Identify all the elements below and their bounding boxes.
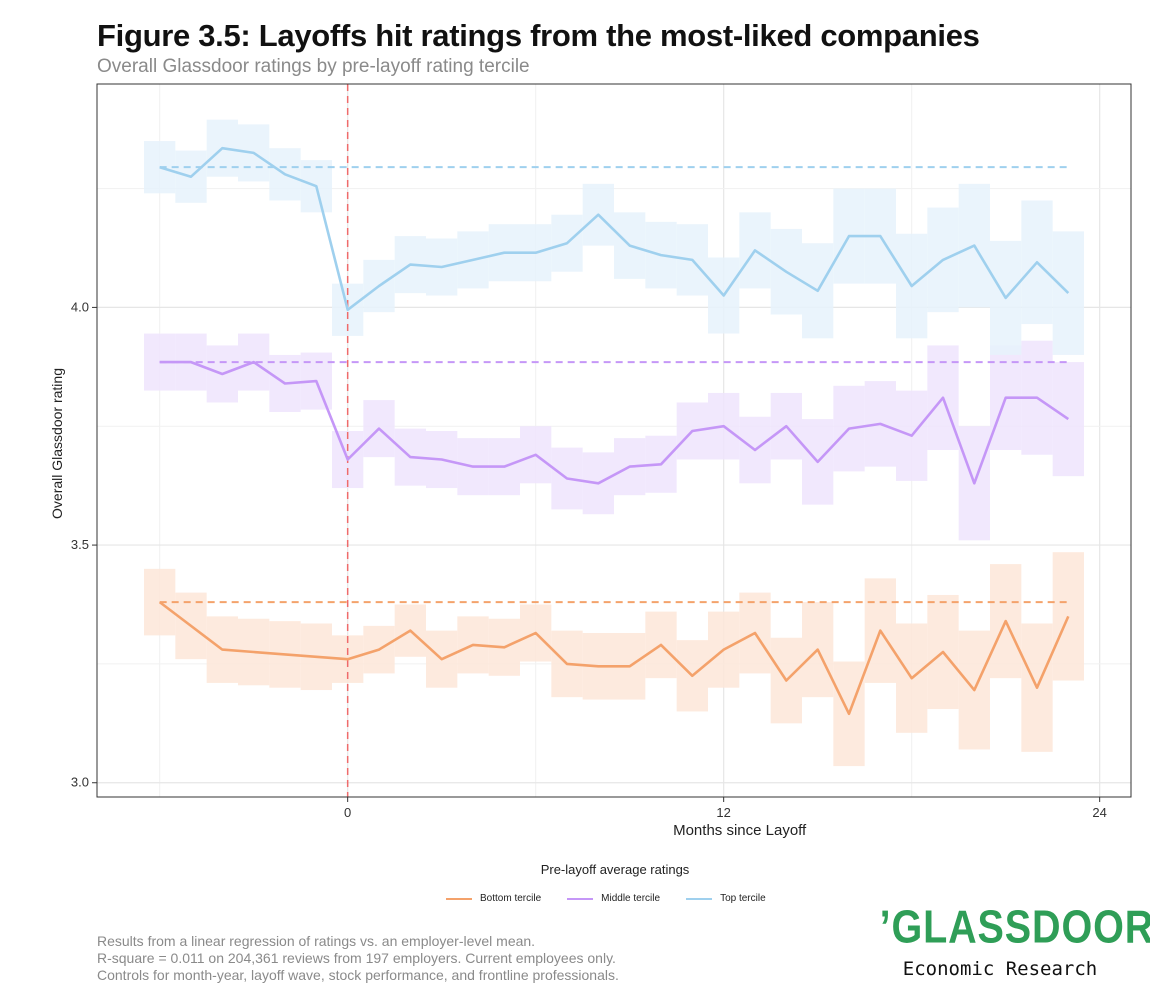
- y-tick-label: 4.0: [71, 299, 89, 314]
- footnote-line: Results from a linear regression of rati…: [97, 933, 536, 949]
- legend-label: Middle tercile: [601, 893, 661, 904]
- legend-swatch: [446, 897, 472, 900]
- chart-subtitle: Overall Glassdoor ratings by pre-layoff …: [97, 56, 530, 77]
- chart-title: Figure 3.5: Layoffs hit ratings from the…: [97, 18, 980, 53]
- series-line-bottom-tercile: [158, 601, 1070, 716]
- series-line-top-tercile: [159, 146, 1070, 312]
- logo-subtitle: Economic Research: [902, 958, 1098, 981]
- footnote-line: R-square = 0.011 on 204,361 reviews from…: [97, 950, 616, 966]
- legend-swatch: [686, 897, 713, 900]
- legend-title: Pre-layoff average ratings: [540, 862, 690, 877]
- axis-ticks: 0 12 24 3.0 3.5 4.0: [71, 299, 1107, 820]
- confidence-bands: [144, 119, 1084, 767]
- legend-item: Middle tercile: [567, 893, 660, 904]
- series-lines: [158, 146, 1070, 716]
- legend-swatch: [567, 897, 594, 900]
- legend: Bottom tercile Middle tercile Top tercile: [446, 893, 766, 904]
- series-line-middle-tercile: [159, 360, 1070, 485]
- footnote: Results from a linear regression of rati…: [97, 933, 619, 984]
- baseline-lines: [159, 166, 1069, 604]
- y-axis-label: Overall Glassdoor rating: [49, 368, 65, 519]
- chart-canvas: 0 12 24 3.0 3.5 4.0 Months since Layoff Overa…: [49, 83, 1132, 839]
- confidence-band-segment: [1052, 552, 1084, 681]
- glassdoor-logo: ’GLASSDOOR’™ Economic Research: [860, 898, 1150, 981]
- logo-wordmark: ’GLASSDOOR’™: [879, 900, 1150, 953]
- legend-label: Top tercile: [720, 893, 766, 904]
- plot-frame: [96, 83, 1132, 798]
- confidence-band-segment: [144, 568, 176, 636]
- x-tick-label: 12: [716, 805, 730, 820]
- x-tick-label: 24: [1092, 805, 1106, 820]
- confidence-band-segment: [1052, 231, 1084, 355]
- x-tick-label: 0: [344, 805, 351, 820]
- confidence-band-segment: [144, 141, 176, 194]
- x-axis-label: Months since Layoff: [673, 822, 807, 839]
- confidence-band-segment: [1052, 362, 1084, 477]
- footnote-line: Controls for month-year, layoff wave, st…: [97, 967, 619, 983]
- legend-label: Bottom tercile: [480, 893, 542, 904]
- y-tick-label: 3.5: [71, 537, 89, 552]
- legend-item: Top tercile: [686, 893, 766, 904]
- y-tick-label: 3.0: [71, 775, 89, 790]
- legend-item: Bottom tercile: [446, 893, 541, 904]
